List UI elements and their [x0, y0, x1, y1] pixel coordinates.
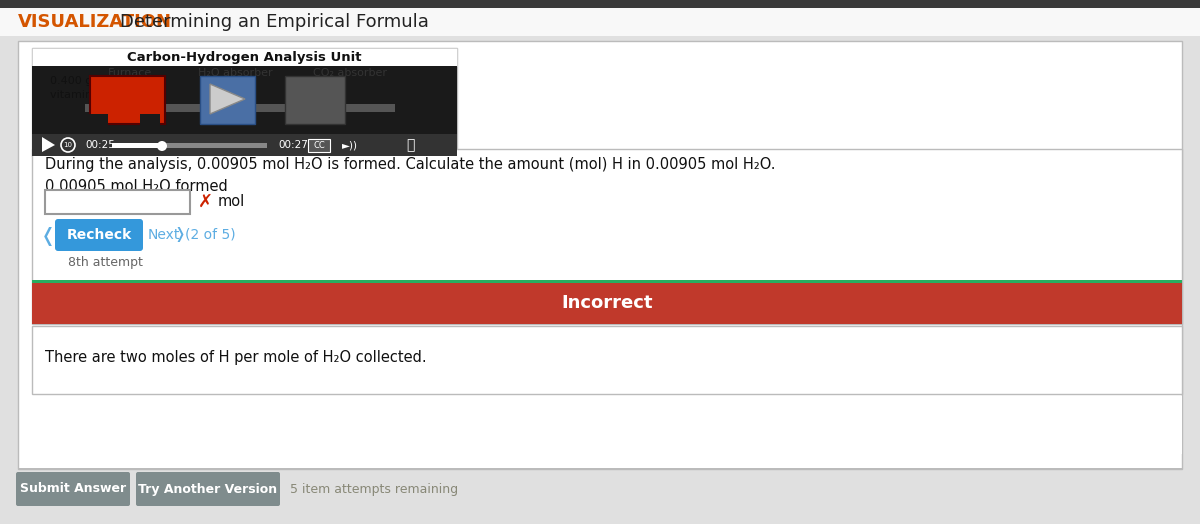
FancyBboxPatch shape: [88, 114, 108, 129]
Text: During the analysis, 0.00905 mol H₂O is formed. Calculate the amount (mol) H in : During the analysis, 0.00905 mol H₂O is …: [46, 157, 775, 172]
Text: Determining an Empirical Formula: Determining an Empirical Formula: [120, 13, 428, 31]
FancyBboxPatch shape: [85, 104, 395, 112]
FancyBboxPatch shape: [0, 0, 1200, 8]
Text: H₂O absorber: H₂O absorber: [198, 68, 272, 78]
Text: Try Another Version: Try Another Version: [138, 483, 277, 496]
FancyBboxPatch shape: [308, 139, 330, 152]
FancyBboxPatch shape: [55, 219, 143, 251]
FancyBboxPatch shape: [140, 114, 160, 129]
Text: 0.400 g
vitamin C: 0.400 g vitamin C: [50, 76, 103, 100]
FancyBboxPatch shape: [0, 8, 1200, 36]
FancyBboxPatch shape: [112, 143, 266, 148]
Text: (2 of 5): (2 of 5): [185, 228, 235, 242]
Text: Recheck: Recheck: [66, 228, 132, 242]
FancyBboxPatch shape: [32, 66, 457, 134]
FancyBboxPatch shape: [32, 149, 1182, 324]
FancyBboxPatch shape: [32, 134, 457, 156]
Text: 00:25: 00:25: [85, 140, 115, 150]
Text: Carbon-Hydrogen Analysis Unit: Carbon-Hydrogen Analysis Unit: [127, 50, 361, 63]
Text: ⤢: ⤢: [406, 138, 414, 152]
FancyBboxPatch shape: [90, 76, 166, 124]
FancyBboxPatch shape: [32, 326, 1182, 394]
Text: 10: 10: [64, 142, 72, 148]
FancyBboxPatch shape: [16, 472, 130, 506]
Text: ❭: ❭: [173, 227, 186, 243]
Polygon shape: [42, 137, 55, 152]
Text: 00:27: 00:27: [278, 140, 308, 150]
Text: mol: mol: [218, 194, 245, 210]
FancyBboxPatch shape: [286, 76, 346, 124]
FancyBboxPatch shape: [46, 190, 190, 214]
FancyBboxPatch shape: [32, 48, 457, 156]
FancyBboxPatch shape: [32, 48, 457, 66]
FancyBboxPatch shape: [32, 283, 1182, 324]
FancyBboxPatch shape: [136, 472, 280, 506]
Text: There are two moles of H per mole of H₂O collected.: There are two moles of H per mole of H₂O…: [46, 350, 427, 365]
FancyBboxPatch shape: [32, 396, 1182, 454]
Circle shape: [157, 141, 167, 151]
FancyBboxPatch shape: [112, 143, 162, 148]
Text: Furnace: Furnace: [108, 68, 152, 78]
Text: 0.00905 mol H₂O formed: 0.00905 mol H₂O formed: [46, 179, 228, 194]
Text: Incorrect: Incorrect: [562, 294, 653, 312]
Text: Next: Next: [148, 228, 180, 242]
FancyBboxPatch shape: [18, 41, 1182, 469]
Text: Submit Answer: Submit Answer: [20, 483, 126, 496]
Text: VISUALIZATION: VISUALIZATION: [18, 13, 172, 31]
Text: 5 item attempts remaining: 5 item attempts remaining: [290, 483, 458, 496]
Text: CO₂ absorber: CO₂ absorber: [313, 68, 386, 78]
FancyBboxPatch shape: [18, 468, 1182, 469]
Text: ✗: ✗: [198, 193, 214, 211]
Text: CC: CC: [313, 140, 325, 149]
Text: ❬: ❬: [40, 226, 56, 246]
FancyBboxPatch shape: [32, 280, 1182, 283]
Text: 8th attempt: 8th attempt: [68, 256, 143, 269]
FancyBboxPatch shape: [200, 76, 256, 124]
Polygon shape: [210, 84, 245, 114]
Text: ►)): ►)): [342, 140, 358, 150]
